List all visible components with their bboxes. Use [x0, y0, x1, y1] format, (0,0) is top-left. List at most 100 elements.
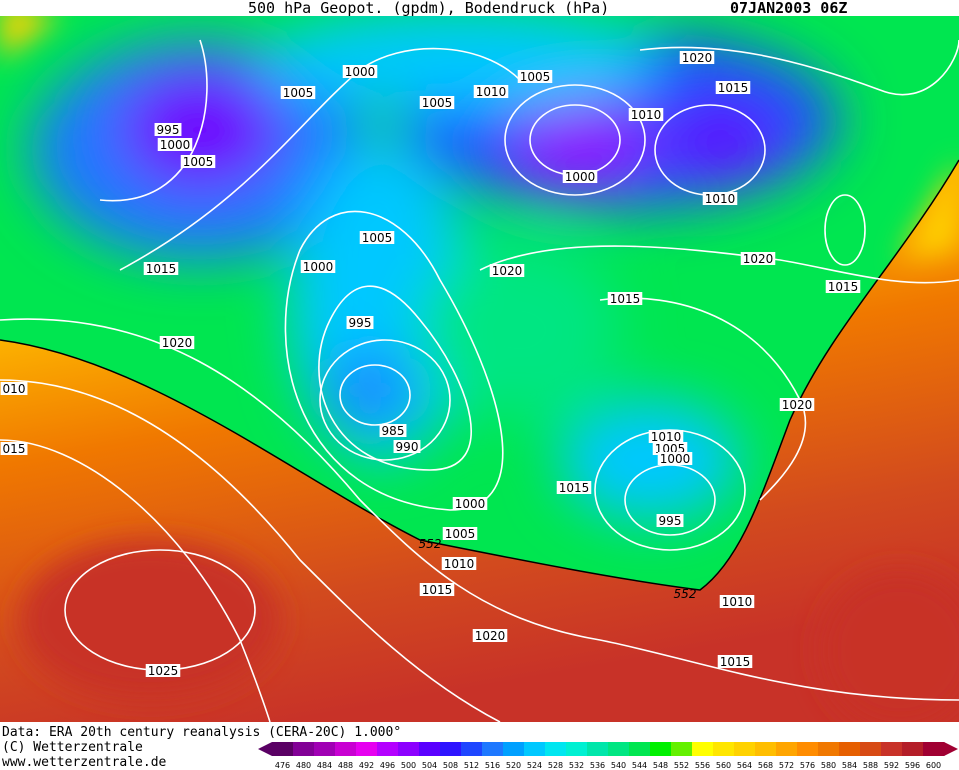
isobar-label-box — [359, 231, 395, 244]
colorbar-swatch — [818, 742, 840, 756]
isobar-label: 1000 — [565, 170, 596, 184]
isobar-label: 1000 — [303, 260, 334, 274]
isobar-label: 990 — [396, 440, 419, 454]
isobar-label-box — [159, 336, 195, 349]
isobar-label-box — [489, 264, 525, 277]
isobar-label-box — [679, 51, 715, 64]
colorbar-swatch — [713, 742, 735, 756]
colorbar-swatch — [587, 742, 609, 756]
contour-label: 552 — [419, 537, 442, 551]
field-blobs — [30, 16, 840, 520]
colorbar-label: 560 — [716, 761, 731, 770]
isobar-label: 985 — [382, 424, 405, 438]
isobar-label: 1010 — [651, 430, 682, 444]
isobar-label: 1005 — [422, 96, 453, 110]
isobar-label-box — [379, 424, 407, 437]
data-source: Data: ERA 20th century reanalysis (CERA-… — [2, 725, 401, 740]
isobar-label: 1005 — [520, 70, 551, 84]
map-title: 500 hPa Geopot. (gpdm), Bodendruck (hPa) — [248, 0, 609, 17]
isobar-label: 995 — [659, 514, 682, 528]
isobar-label: 1015 — [720, 655, 751, 669]
colorbar-label: 480 — [296, 761, 311, 770]
colorbar-label: 580 — [821, 761, 836, 770]
colorbar-swatch — [419, 742, 441, 756]
isobar-label: 1000 — [345, 65, 376, 79]
colorbar-swatch — [482, 742, 504, 756]
isobar-label-box — [442, 527, 478, 540]
isobar-label-box — [0, 382, 28, 395]
colorbar-label: 568 — [758, 761, 773, 770]
isobar-label: 010 — [3, 382, 26, 396]
isobar-label: 1025 — [148, 664, 179, 678]
colorbar-swatch — [272, 742, 294, 756]
colorbar-label: 544 — [632, 761, 647, 770]
isobar-label-box — [441, 557, 477, 570]
isobar-label: 1020 — [743, 252, 774, 266]
isobar-label-box — [556, 481, 592, 494]
colorbar-swatch — [461, 742, 483, 756]
isobar-label-box — [717, 655, 753, 668]
colorbar-label: 496 — [380, 761, 395, 770]
copyright: (C) Wetterzentrale — [2, 740, 143, 755]
isobar-label-box — [300, 260, 336, 273]
colorbar-label: 536 — [590, 761, 605, 770]
isobar-label-box — [280, 86, 316, 99]
colorbar-label: 492 — [359, 761, 374, 770]
colorbar-label: 524 — [527, 761, 542, 770]
colorbar-label: 592 — [884, 761, 899, 770]
colorbar-swatch — [650, 742, 672, 756]
isobar-label-box — [740, 252, 776, 265]
isobar-label-box — [419, 583, 455, 596]
colorbar-swatch — [293, 742, 315, 756]
colorbar-label: 572 — [779, 761, 794, 770]
isobar-label-box — [180, 155, 216, 168]
isobar-label: 1015 — [828, 280, 859, 294]
colorbar-swatch — [671, 742, 693, 756]
isobar-label: 1000 — [160, 138, 191, 152]
isobar-label-box — [702, 192, 738, 205]
isobar-label-box — [157, 138, 193, 151]
isobar-label: 1020 — [162, 336, 193, 350]
header-bar — [0, 0, 959, 16]
isobar-label-box — [346, 316, 374, 329]
colorbar-label: 532 — [569, 761, 584, 770]
contour-label: 552 — [674, 587, 697, 601]
colorbar-label: 584 — [842, 761, 857, 770]
isobar-label: 1020 — [782, 398, 813, 412]
colorbar-swatch — [755, 742, 777, 756]
colorbar-label: 552 — [674, 761, 689, 770]
colorbar-label: 476 — [275, 761, 290, 770]
colorbar-label: 556 — [695, 761, 710, 770]
isobar-label-box — [825, 280, 861, 293]
colorbar-swatch — [356, 742, 378, 756]
isobar-label: 1015 — [559, 481, 590, 495]
colorbar-swatch — [776, 742, 798, 756]
colorbar-swatch — [545, 742, 567, 756]
colorbar-label: 576 — [800, 761, 815, 770]
colorbar-label: 548 — [653, 761, 668, 770]
isobar-label: 1010 — [476, 85, 507, 99]
colorbar-swatch — [629, 742, 651, 756]
isobar-label-box — [472, 629, 508, 642]
isobar-label-box — [517, 70, 553, 83]
colorbar-right-arrow — [944, 742, 958, 756]
colorbar-swatch — [503, 742, 525, 756]
colorbar-label: 596 — [905, 761, 920, 770]
isobar-label-box — [452, 497, 488, 510]
colorbar-label: 520 — [506, 761, 521, 770]
colorbar-swatch — [608, 742, 630, 756]
colorbar-swatch — [839, 742, 861, 756]
colorbar-label: 488 — [338, 761, 353, 770]
website: www.wetterzentrale.de — [2, 755, 167, 770]
isobar-label-box — [715, 81, 751, 94]
isobar-label: 995 — [157, 123, 180, 137]
isobar-label: 1000 — [455, 497, 486, 511]
colorbar-label: 600 — [926, 761, 941, 770]
isobar-label-box — [154, 123, 182, 136]
isobar-label-box — [0, 442, 28, 455]
colorbar-label: 528 — [548, 761, 563, 770]
colorbar-swatch — [734, 742, 756, 756]
isobar-label: 1010 — [631, 108, 662, 122]
isobar-label: 1020 — [475, 629, 506, 643]
isobar-label-box — [342, 65, 378, 78]
